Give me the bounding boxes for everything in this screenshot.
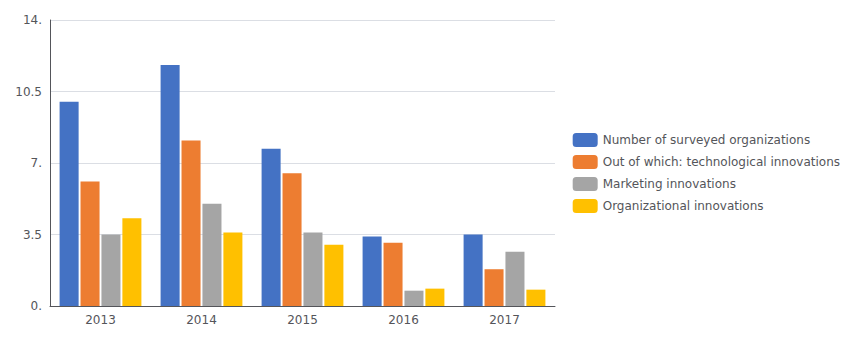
- svg-text:2017: 2017: [489, 313, 520, 327]
- svg-text:2016: 2016: [388, 313, 419, 327]
- svg-text:14.: 14.: [23, 13, 42, 27]
- svg-text:Out of which: technological in: Out of which: technological innovations: [603, 155, 840, 169]
- svg-text:Marketing innovations: Marketing innovations: [603, 177, 736, 191]
- svg-text:0.: 0.: [31, 299, 42, 313]
- svg-text:7.: 7.: [31, 156, 42, 170]
- svg-text:2014: 2014: [186, 313, 217, 327]
- svg-text:2015: 2015: [287, 313, 318, 327]
- svg-text:2013: 2013: [85, 313, 116, 327]
- svg-text:3.5: 3.5: [23, 228, 42, 242]
- svg-text:Number of surveyed organizatio: Number of surveyed organizations: [603, 133, 810, 147]
- svg-text:10.5: 10.5: [15, 85, 42, 99]
- svg-text:Organizational innovations: Organizational innovations: [603, 199, 764, 213]
